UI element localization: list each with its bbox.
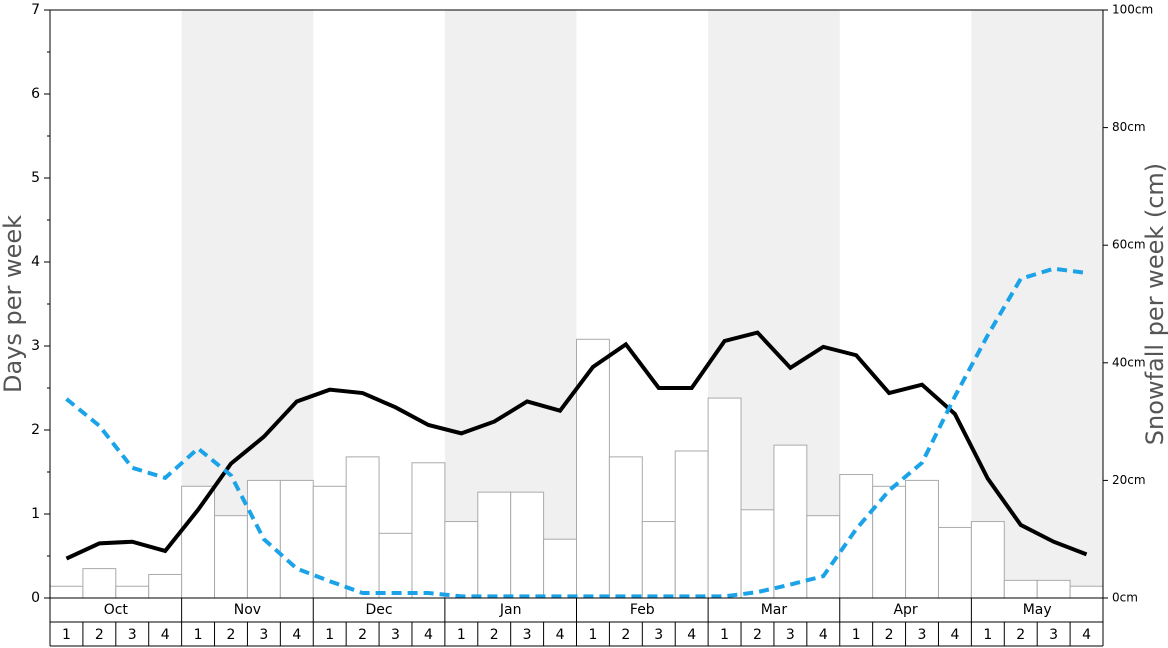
x-tick-label: 2 — [885, 627, 894, 643]
y-tick-label: 2 — [31, 422, 40, 438]
y-tick-label: 4 — [31, 254, 40, 270]
y-tick-label: 6 — [31, 86, 40, 102]
x-tick-label: 1 — [194, 627, 203, 643]
bar — [1003, 579, 1038, 599]
y2-tick-label: 20cm — [1112, 473, 1146, 487]
bar — [1036, 579, 1071, 599]
x-tick-label: 4 — [161, 627, 170, 643]
x-tick-label: 2 — [621, 627, 630, 643]
y-axis-title: Days per week — [0, 215, 27, 393]
x-tick-label: 4 — [819, 627, 828, 643]
bar — [740, 509, 775, 599]
x-tick-label: 2 — [753, 627, 762, 643]
bar — [970, 521, 1005, 599]
bar — [477, 491, 512, 599]
y-tick-label: 0 — [31, 590, 40, 606]
x-tick-label: 2 — [358, 627, 367, 643]
bar — [345, 456, 380, 599]
x-tick-label: 2 — [490, 627, 499, 643]
month-label: Oct — [104, 602, 129, 618]
month-label: Jan — [499, 602, 522, 618]
bar — [82, 568, 117, 599]
line — [65, 330, 1088, 561]
bar — [872, 485, 907, 599]
x-tick-label: 3 — [786, 627, 795, 643]
y-tick-label: 5 — [31, 170, 40, 186]
x-tick-label: 3 — [654, 627, 663, 643]
x-tick-label: 4 — [292, 627, 301, 643]
bar — [148, 573, 183, 599]
x-tick-label: 1 — [62, 627, 71, 643]
x-tick-label: 2 — [1016, 627, 1025, 643]
bar — [576, 338, 610, 599]
bar — [905, 479, 939, 599]
x-tick-label: 4 — [424, 627, 433, 643]
bar — [937, 526, 972, 599]
background — [181, 10, 1103, 598]
bar — [608, 456, 643, 599]
bar — [1069, 585, 1104, 599]
x-tick-label: 3 — [1049, 627, 1058, 643]
bar — [707, 397, 742, 599]
bar — [839, 474, 874, 599]
bar — [49, 585, 84, 599]
bar — [214, 515, 248, 599]
bar — [312, 485, 347, 599]
line — [65, 266, 1087, 599]
month-label: Nov — [234, 602, 261, 618]
y2-tick-label: 100cm — [1112, 3, 1153, 17]
bar — [510, 491, 545, 599]
x-tick-label: 2 — [227, 627, 236, 643]
x-tick-label: 1 — [325, 627, 334, 643]
y2-tick-label: 40cm — [1112, 355, 1146, 369]
bar — [773, 444, 808, 599]
plot-border — [49, 9, 1104, 599]
x-tick-label: 3 — [128, 627, 137, 643]
x-tick-label: 3 — [391, 627, 400, 643]
y2-tick-label: 80cm — [1112, 120, 1146, 134]
x-tick-label: 3 — [259, 627, 268, 643]
bar — [674, 450, 709, 599]
x-tick-label: 1 — [983, 627, 992, 643]
bar — [806, 515, 841, 599]
bar — [543, 538, 577, 599]
x-tick-label: 3 — [523, 627, 532, 643]
x-tick-label: 2 — [95, 627, 104, 643]
bar — [181, 485, 216, 599]
month-label: May — [1023, 602, 1052, 618]
bar — [115, 585, 150, 599]
x-tick-label: 3 — [918, 627, 927, 643]
x-tick-label: 1 — [457, 627, 466, 643]
month-label: Dec — [366, 602, 393, 618]
month-shade — [971, 10, 1103, 598]
y2-axis-title: Snowfall per week (cm) — [1141, 163, 1168, 445]
month-label: Mar — [761, 602, 788, 618]
y-tick-label: 1 — [31, 506, 40, 522]
y-tick-label: 3 — [31, 338, 40, 354]
bar — [641, 521, 676, 599]
y2-tick-label: 60cm — [1112, 238, 1146, 252]
x-tick-label: 4 — [950, 627, 959, 643]
month-label: Apr — [893, 602, 917, 618]
x-tick-label: 4 — [556, 627, 565, 643]
bar — [279, 479, 314, 599]
y-tick-label: 7 — [31, 2, 40, 18]
x-tick-label: 1 — [852, 627, 861, 643]
month-label: Feb — [630, 602, 655, 618]
bar — [444, 521, 479, 599]
bar — [378, 532, 413, 599]
x-tick-label: 1 — [720, 627, 729, 643]
x-tick-label: 4 — [1082, 627, 1091, 643]
y2-tick-label: 0cm — [1112, 591, 1138, 605]
x-tick-label: 1 — [588, 627, 597, 643]
x-tick-label: 4 — [687, 627, 696, 643]
bar — [411, 462, 446, 599]
